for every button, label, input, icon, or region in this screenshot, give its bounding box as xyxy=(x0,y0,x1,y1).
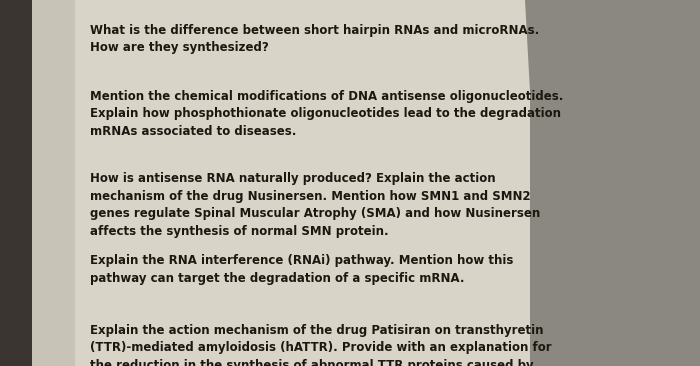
Text: Explain the action mechanism of the drug Patisiran on transthyretin
(TTR)-mediat: Explain the action mechanism of the drug… xyxy=(90,324,552,366)
Polygon shape xyxy=(32,0,75,366)
Text: Explain the RNA interference (RNAi) pathway. Mention how this
pathway can target: Explain the RNA interference (RNAi) path… xyxy=(90,254,513,285)
Text: What is the difference between short hairpin RNAs and microRNAs.
How are they sy: What is the difference between short hai… xyxy=(90,24,539,54)
Polygon shape xyxy=(530,0,700,366)
Text: Mention the chemical modifications of DNA antisense oligonucleotides.
Explain ho: Mention the chemical modifications of DN… xyxy=(90,90,564,138)
Text: How is antisense RNA naturally produced? Explain the action
mechanism of the dru: How is antisense RNA naturally produced?… xyxy=(90,172,540,238)
Polygon shape xyxy=(30,0,545,366)
Polygon shape xyxy=(0,0,32,366)
